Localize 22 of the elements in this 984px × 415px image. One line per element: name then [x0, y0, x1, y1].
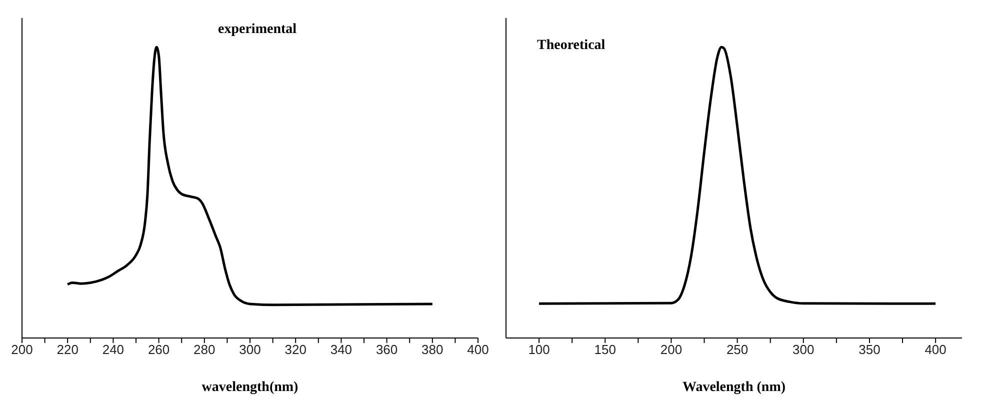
x-tick-label: 100	[528, 342, 550, 358]
x-tick-label: 300	[239, 342, 261, 358]
x-tick-label: 300	[792, 342, 814, 358]
x-tick-label: 350	[858, 342, 880, 358]
x-tick-label: 380	[422, 342, 444, 358]
x-tick-label: 250	[726, 342, 748, 358]
x-tick-label: 400	[924, 342, 946, 358]
text: experimental	[218, 22, 297, 38]
x-tick-label: 220	[56, 342, 78, 358]
x-tick-label: 150	[594, 342, 616, 358]
x-tick-label: 400	[467, 342, 489, 358]
x-tick-label: 200	[660, 342, 682, 358]
x-tick-label: 360	[376, 342, 398, 358]
x-axis-title: Wavelength (nm)	[681, 380, 787, 396]
annotation: Theoretical	[537, 38, 606, 54]
x-tick-label: 280	[194, 342, 216, 358]
x-tick-label: 260	[148, 342, 170, 358]
x-tick-label: 320	[284, 342, 306, 358]
x-tick-label: 240	[102, 342, 124, 358]
x-axis-title: wavelength(nm)	[200, 380, 300, 396]
x-tick-label: 340	[330, 342, 352, 358]
x-tick-label: 200	[11, 342, 33, 358]
